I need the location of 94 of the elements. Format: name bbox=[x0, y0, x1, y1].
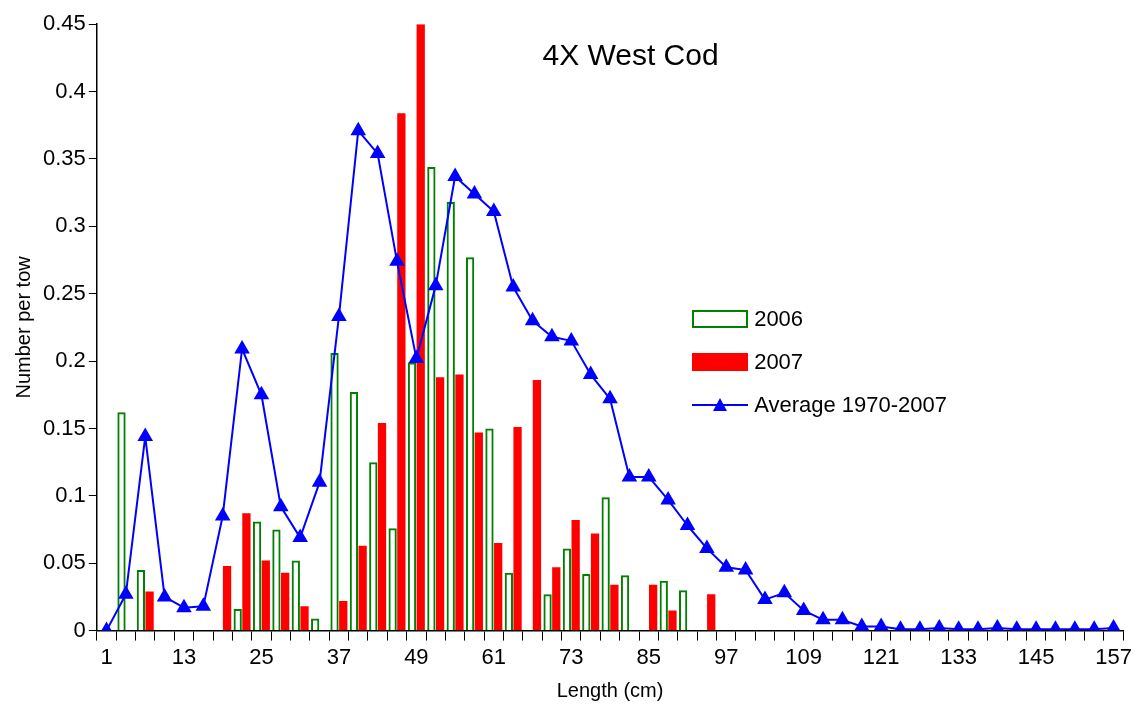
y-tick-label: 0.1 bbox=[55, 481, 86, 507]
point bbox=[583, 366, 598, 380]
bar bbox=[339, 600, 348, 631]
y-axis-title: Number per tow bbox=[11, 255, 34, 399]
bar bbox=[358, 545, 367, 631]
bar bbox=[455, 374, 464, 631]
x-tick-label: 85 bbox=[636, 643, 662, 669]
point bbox=[254, 386, 269, 400]
legend-label: 2006 bbox=[754, 305, 804, 332]
y-tick-label: 0.15 bbox=[42, 414, 86, 440]
x-tick-label: 109 bbox=[785, 643, 823, 669]
point bbox=[816, 611, 831, 625]
bar bbox=[435, 377, 445, 631]
point bbox=[486, 203, 501, 217]
point bbox=[235, 340, 250, 354]
point bbox=[680, 517, 695, 530]
point bbox=[370, 145, 385, 159]
point bbox=[641, 468, 656, 482]
point bbox=[777, 584, 792, 598]
x-tick-label: 157 bbox=[1095, 643, 1132, 669]
bar bbox=[513, 427, 522, 631]
point bbox=[428, 277, 443, 291]
legend-label: 2007 bbox=[754, 348, 804, 375]
point bbox=[215, 508, 230, 521]
bar bbox=[377, 423, 387, 631]
point bbox=[757, 591, 773, 605]
bar bbox=[281, 572, 290, 631]
bar bbox=[707, 594, 716, 631]
x-tick-label: 13 bbox=[171, 643, 197, 669]
bar bbox=[300, 606, 309, 631]
point bbox=[525, 312, 540, 326]
legend-label: Average 1970-2007 bbox=[754, 391, 948, 418]
y-tick-label: 0.45 bbox=[42, 10, 86, 36]
x-tick-label: 25 bbox=[249, 643, 274, 669]
bar bbox=[416, 24, 425, 631]
bar bbox=[261, 560, 270, 631]
point bbox=[157, 588, 172, 602]
point bbox=[196, 598, 211, 611]
bar bbox=[494, 543, 503, 631]
point bbox=[564, 332, 579, 346]
x-tick-label: 61 bbox=[481, 643, 507, 669]
x-tick-label: 145 bbox=[1017, 643, 1055, 669]
x-tick-label: 73 bbox=[559, 643, 584, 669]
point bbox=[835, 611, 850, 625]
point bbox=[176, 599, 192, 613]
x-tick-label: 49 bbox=[404, 643, 429, 669]
point bbox=[293, 529, 308, 543]
point bbox=[699, 540, 714, 553]
y-tick-label: 0.4 bbox=[55, 77, 86, 103]
point bbox=[506, 278, 521, 292]
point bbox=[544, 328, 559, 342]
point bbox=[448, 168, 463, 181]
y-tick-label: 0 bbox=[73, 616, 86, 642]
point bbox=[312, 474, 327, 487]
bar bbox=[552, 567, 561, 631]
x-tick-label: 97 bbox=[713, 643, 739, 669]
point bbox=[602, 390, 618, 404]
y-tick-label: 0.05 bbox=[42, 549, 86, 575]
bar bbox=[571, 520, 580, 631]
bar bbox=[648, 584, 658, 631]
bar bbox=[668, 610, 677, 631]
y-tick-label: 0.3 bbox=[55, 212, 86, 238]
point bbox=[389, 253, 405, 266]
point bbox=[719, 559, 734, 572]
point bbox=[467, 185, 482, 199]
bar bbox=[222, 565, 232, 631]
point bbox=[331, 308, 346, 322]
point bbox=[796, 602, 811, 615]
y-tick-label: 0.2 bbox=[55, 347, 86, 373]
point bbox=[118, 586, 133, 599]
point bbox=[874, 618, 889, 631]
x-tick-label: 121 bbox=[862, 643, 900, 669]
point bbox=[738, 561, 753, 575]
x-axis-title: Length (cm) bbox=[556, 678, 664, 701]
bar bbox=[532, 379, 542, 631]
x-tick-label: 1 bbox=[100, 643, 113, 669]
bar bbox=[590, 533, 600, 631]
point bbox=[138, 428, 153, 442]
bar bbox=[474, 432, 483, 631]
point bbox=[622, 468, 637, 482]
bar bbox=[610, 584, 619, 631]
bar bbox=[242, 513, 251, 631]
text: 4X West Cod bbox=[542, 38, 719, 72]
point bbox=[409, 350, 424, 363]
x-tick-label: 37 bbox=[326, 643, 352, 669]
point bbox=[351, 122, 366, 136]
y-tick-label: 0.35 bbox=[42, 145, 86, 171]
point bbox=[661, 491, 676, 505]
point bbox=[273, 498, 288, 512]
bar bbox=[145, 591, 154, 631]
bar bbox=[397, 113, 406, 631]
y-tick-label: 0.25 bbox=[42, 279, 86, 305]
point bbox=[854, 618, 869, 631]
x-tick-label: 133 bbox=[940, 643, 977, 669]
